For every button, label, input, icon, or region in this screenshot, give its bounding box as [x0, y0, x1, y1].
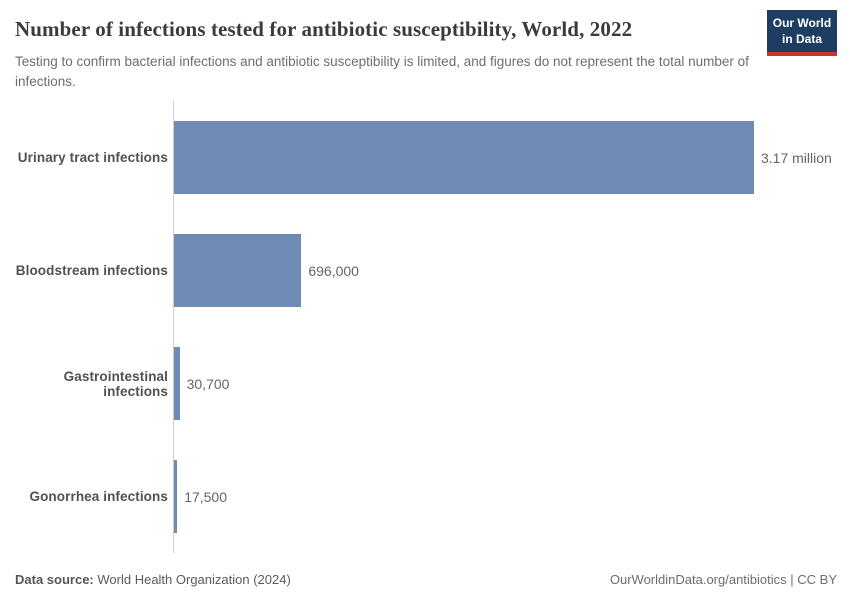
category-label: Urinary tract infections [17, 150, 168, 165]
value-label: 3.17 million [761, 149, 832, 166]
category-label: Gonorrhea infections [29, 489, 168, 504]
chart-row: Gonorrhea infections 17,500 [0, 440, 850, 553]
category-label: Bloodstream infections [15, 263, 168, 278]
bar[interactable] [174, 121, 754, 194]
chart-rows: Urinary tract infections 3.17 million Bloo… [0, 101, 850, 553]
bar[interactable] [174, 234, 302, 307]
value-label: 696,000 [308, 262, 359, 279]
value-label: 30,700 [186, 375, 230, 392]
attribution-link[interactable]: OurWorldinData.org/antibiotics | CC BY [609, 572, 837, 587]
chart-title: Number of infections tested for antibiot… [15, 17, 633, 41]
bar-area: 3.17 million [174, 121, 850, 194]
value-label: 17,500 [184, 488, 228, 505]
y-axis-line [173, 101, 174, 553]
chart-row: Urinary tract infections 3.17 million [0, 101, 850, 214]
category-label: Gastrointestinal infections [63, 368, 168, 399]
data-source-value: World Health Organization (2024) [97, 572, 291, 587]
bar[interactable] [174, 347, 180, 420]
chart-subtitle: Testing to confirm bacterial infections … [15, 54, 749, 90]
owid-logo-line1: Our World [772, 16, 832, 30]
chart-header: Number of infections tested for antibiot… [0, 0, 850, 93]
bar-chart: Urinary tract infections 3.17 million Bloo… [0, 101, 850, 553]
chart-row: Bloodstream infections 696,000 [0, 214, 850, 327]
chart-row: Gastrointestinal infections 30,700 [0, 327, 850, 440]
bar-area: 696,000 [174, 234, 850, 307]
bar-area: 17,500 [174, 460, 850, 533]
bar[interactable] [174, 460, 178, 533]
chart-footer: Data source: World Health Organization (… [15, 572, 837, 587]
owid-logo[interactable]: Our World in Data [767, 10, 837, 57]
owid-logo-line2: in Data [781, 31, 822, 46]
data-source: Data source: World Health Organization (… [15, 572, 291, 587]
data-source-label: Data source: [15, 572, 94, 587]
bar-area: 30,700 [174, 347, 850, 420]
